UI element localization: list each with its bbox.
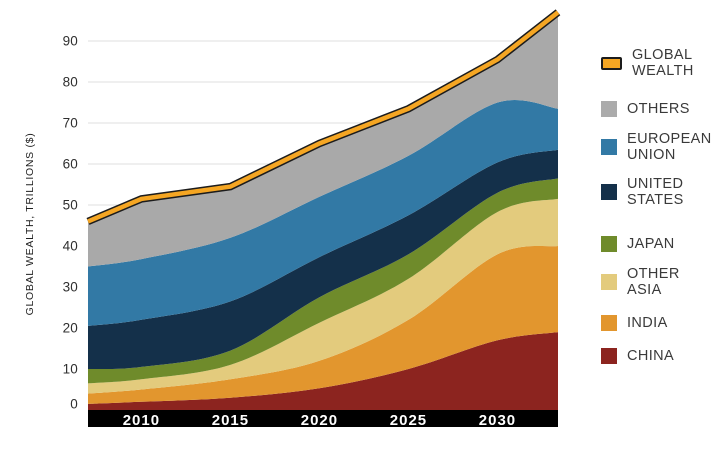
legend: GLOBAL WEALTH OTHERS EUROPEAN UNION UNITED STA… xyxy=(601,0,722,450)
x-tick-2020: 2020 xyxy=(300,411,339,429)
legend-item-japan: JAPAN xyxy=(601,236,675,252)
legend-label-india: INDIA xyxy=(627,315,668,331)
global-wealth-line xyxy=(86,9,561,225)
legend-label-united-states: UNITED STATES xyxy=(627,176,684,208)
legend-item-united-states: UNITED STATES xyxy=(601,176,684,208)
legend-item-india: INDIA xyxy=(601,315,668,331)
y-tick-90: 90 xyxy=(62,33,78,49)
area-united-states xyxy=(88,149,558,370)
legend-swatch-india xyxy=(601,315,617,331)
legend-item-global-wealth: GLOBAL WEALTH xyxy=(601,47,694,79)
legend-swatch-european-union xyxy=(601,139,617,155)
legend-swatch-china xyxy=(601,348,617,364)
legend-item-other-asia: OTHER ASIA xyxy=(601,266,680,298)
legend-label-global-wealth: GLOBAL WEALTH xyxy=(632,47,694,79)
y-tick-10: 10 xyxy=(62,361,78,377)
legend-swatch-other-asia xyxy=(601,274,617,290)
x-tick-2015: 2015 xyxy=(211,411,250,429)
legend-swatch-united-states xyxy=(601,184,617,200)
legend-label-japan: JAPAN xyxy=(627,236,675,252)
y-tick-0: 0 xyxy=(70,396,78,412)
y-tick-40: 40 xyxy=(62,238,78,254)
y-tick-50: 50 xyxy=(62,197,78,213)
legend-item-china: CHINA xyxy=(601,348,674,364)
legend-label-china: CHINA xyxy=(627,348,675,364)
area-japan xyxy=(88,178,558,384)
legend-label-european-union: EUROPEAN UNION xyxy=(627,131,712,163)
legend-item-european-union: EUROPEAN UNION xyxy=(601,131,712,163)
x-tick-2025: 2025 xyxy=(389,411,428,429)
legend-swatch-others xyxy=(601,101,617,117)
x-tick-2030: 2030 xyxy=(478,411,517,429)
area-india xyxy=(88,245,558,404)
y-axis-title: GLOBAL WEALTH, TRILLIONS ($) xyxy=(24,132,36,316)
y-tick-20: 20 xyxy=(62,320,78,336)
y-tick-70: 70 xyxy=(62,115,78,131)
legend-swatch-global-wealth xyxy=(601,56,622,70)
x-tick-2010: 2010 xyxy=(122,411,161,429)
area-other-asia xyxy=(88,198,558,394)
area-european-union xyxy=(88,99,558,326)
y-tick-60: 60 xyxy=(62,156,78,172)
legend-label-other-asia: OTHER ASIA xyxy=(627,266,680,298)
area-others xyxy=(88,12,558,267)
legend-label-others: OTHERS xyxy=(627,101,690,117)
legend-swatch-japan xyxy=(601,236,617,252)
global-wealth-line-core xyxy=(87,10,560,224)
area-china xyxy=(88,332,558,410)
x-axis-bar xyxy=(88,410,558,427)
legend-item-others: OTHERS xyxy=(601,101,690,117)
y-tick-80: 80 xyxy=(62,74,78,90)
stacked-areas xyxy=(88,12,558,410)
y-tick-30: 30 xyxy=(62,279,78,295)
